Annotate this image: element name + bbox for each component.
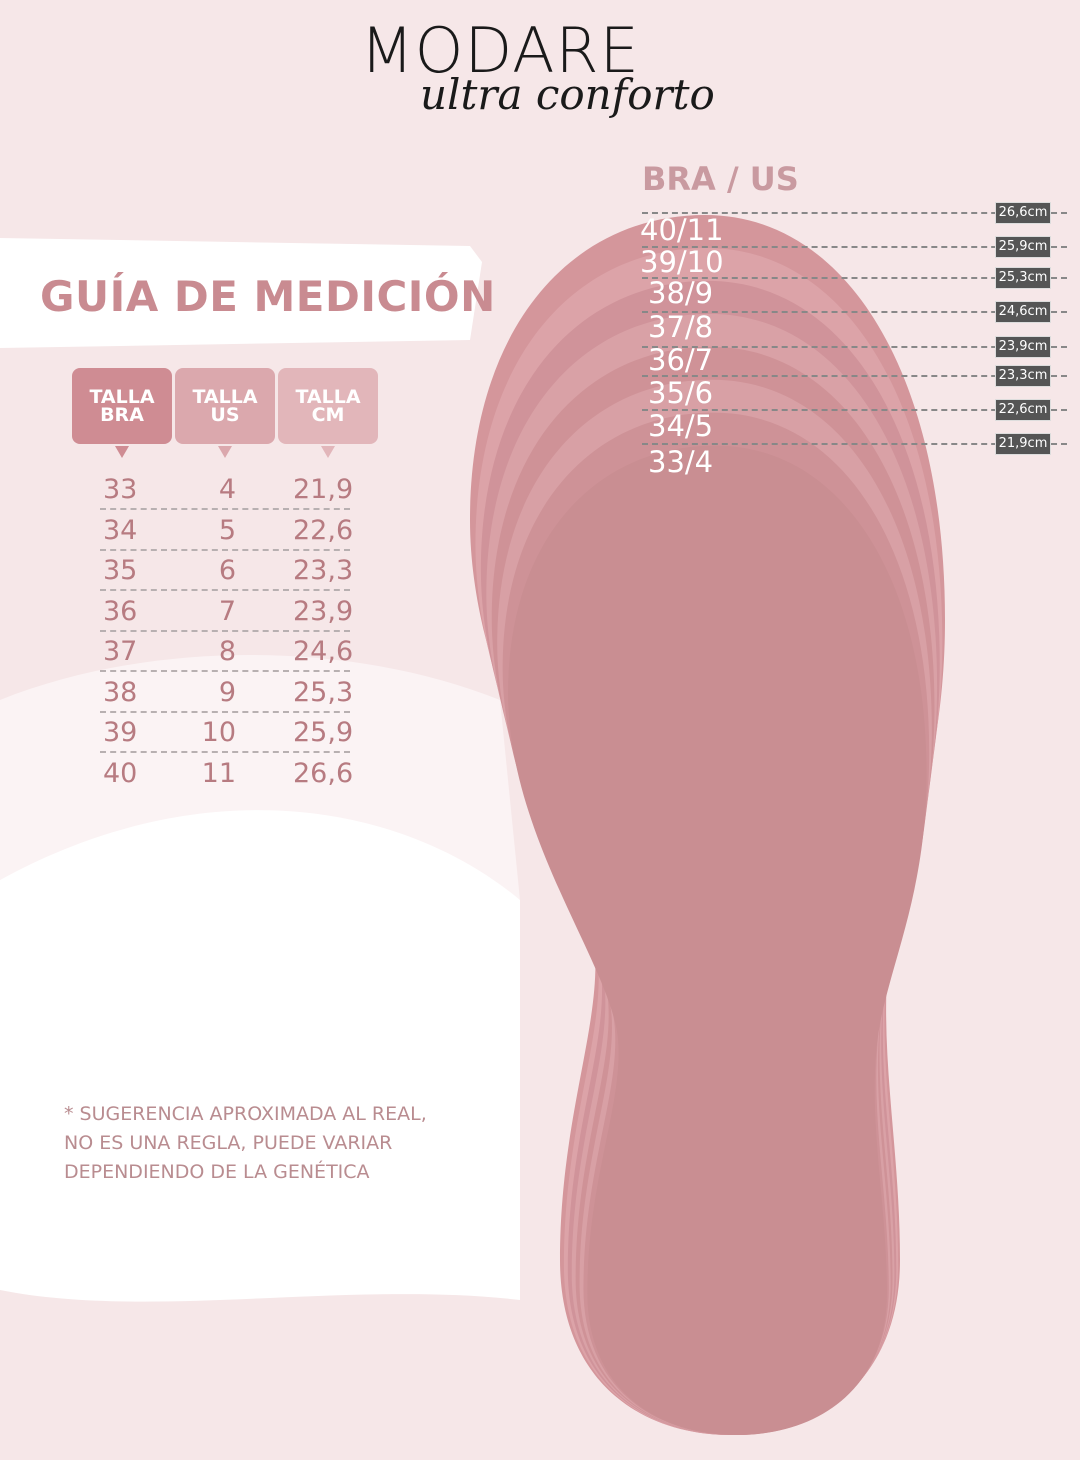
bra-size: 39	[103, 717, 138, 748]
us-size: 7	[218, 595, 236, 627]
size-label: 34/5	[648, 409, 714, 443]
sole-diagram	[470, 215, 945, 1436]
us-size: 4	[218, 474, 236, 505]
cm-size: 26,6	[293, 757, 354, 789]
measure-line	[642, 375, 1067, 377]
us-size: 9	[218, 676, 236, 708]
row-divider	[100, 508, 350, 510]
bra-size: 34	[103, 514, 138, 546]
brand-tagline: ultra conforto	[420, 70, 715, 119]
cm-label: 24,6cm	[995, 301, 1051, 323]
table-row: 34 5 22,6	[100, 511, 354, 551]
cm-label: 25,9cm	[995, 236, 1051, 258]
light-swash	[0, 655, 520, 900]
size-label: 36/7	[648, 343, 714, 377]
bra-size: 38	[103, 676, 138, 708]
us-size: 8	[218, 636, 236, 667]
measure-line	[642, 277, 1067, 279]
size-label: 35/6	[648, 376, 714, 410]
row-divider	[100, 629, 350, 632]
footnote: * SUGERENCIA APROXIMADA AL REAL, NO ES UN…	[64, 1103, 427, 1183]
table-row: 33 4 21,9	[100, 470, 354, 510]
row-divider	[100, 751, 350, 753]
page-title: GUÍA DE MEDICIÓN	[40, 272, 496, 321]
cm-size: 23,9	[293, 595, 354, 627]
cm-label: 21,9cm	[995, 433, 1051, 455]
us-size: 6	[218, 555, 236, 586]
cm-label: 23,9cm	[995, 336, 1051, 358]
bra-size: 37	[103, 636, 138, 667]
cm-size: 23,3	[293, 555, 354, 586]
size-label: 38/9	[648, 276, 714, 310]
cm-label: 25,3cm	[995, 267, 1051, 289]
measure-line	[642, 443, 1067, 445]
sole-outline-33-4	[508, 445, 927, 1436]
brand-logo: MODARE	[360, 14, 640, 87]
us-size: 11	[201, 757, 236, 789]
us-size: 5	[218, 514, 236, 546]
table-row: 38 9 25,3	[100, 673, 354, 713]
size-label: 40/11	[640, 213, 724, 247]
cm-label: 26,6cm	[995, 202, 1051, 224]
white-swash	[0, 805, 520, 1302]
table-row: 37 8 24,6	[100, 632, 354, 672]
bra-size: 33	[103, 474, 138, 505]
measure-line	[642, 212, 1067, 214]
cm-size: 25,9	[293, 717, 354, 748]
header-talla-cm: TALLA CM	[278, 368, 378, 458]
row-divider	[100, 670, 350, 672]
bra-size: 40	[103, 757, 138, 789]
row-divider	[100, 548, 350, 551]
header-talla-us: TALLA US	[175, 368, 275, 458]
cm-size: 25,3	[293, 676, 354, 708]
cm-size: 24,6	[293, 636, 354, 667]
measure-line	[642, 346, 1067, 348]
bra-size: 35	[103, 555, 138, 586]
cm-size: 22,6	[293, 514, 354, 546]
header-talla-bra: TALLA BRA	[72, 368, 172, 458]
table-row: 40 11 26,6	[100, 754, 354, 794]
cm-label: 22,6cm	[995, 399, 1051, 421]
measure-line	[642, 311, 1067, 313]
cm-size: 21,9	[293, 474, 354, 505]
size-label: 37/8	[648, 310, 714, 344]
us-size: 10	[201, 717, 236, 748]
size-label: 39/10	[640, 245, 724, 279]
title-brush	[0, 238, 482, 348]
bra-size: 36	[103, 595, 138, 627]
table-row: 35 6 23,3	[100, 551, 354, 591]
diagram-heading: BRA / US	[642, 160, 799, 198]
row-divider	[100, 589, 350, 591]
cm-label: 23,3cm	[995, 365, 1051, 387]
size-label: 33/4	[648, 445, 714, 479]
measure-line	[642, 246, 1067, 248]
table-row: 39 10 25,9	[100, 713, 354, 753]
measure-line	[642, 409, 1067, 411]
row-divider	[100, 710, 350, 713]
table-row: 36 7 23,9	[100, 592, 354, 632]
